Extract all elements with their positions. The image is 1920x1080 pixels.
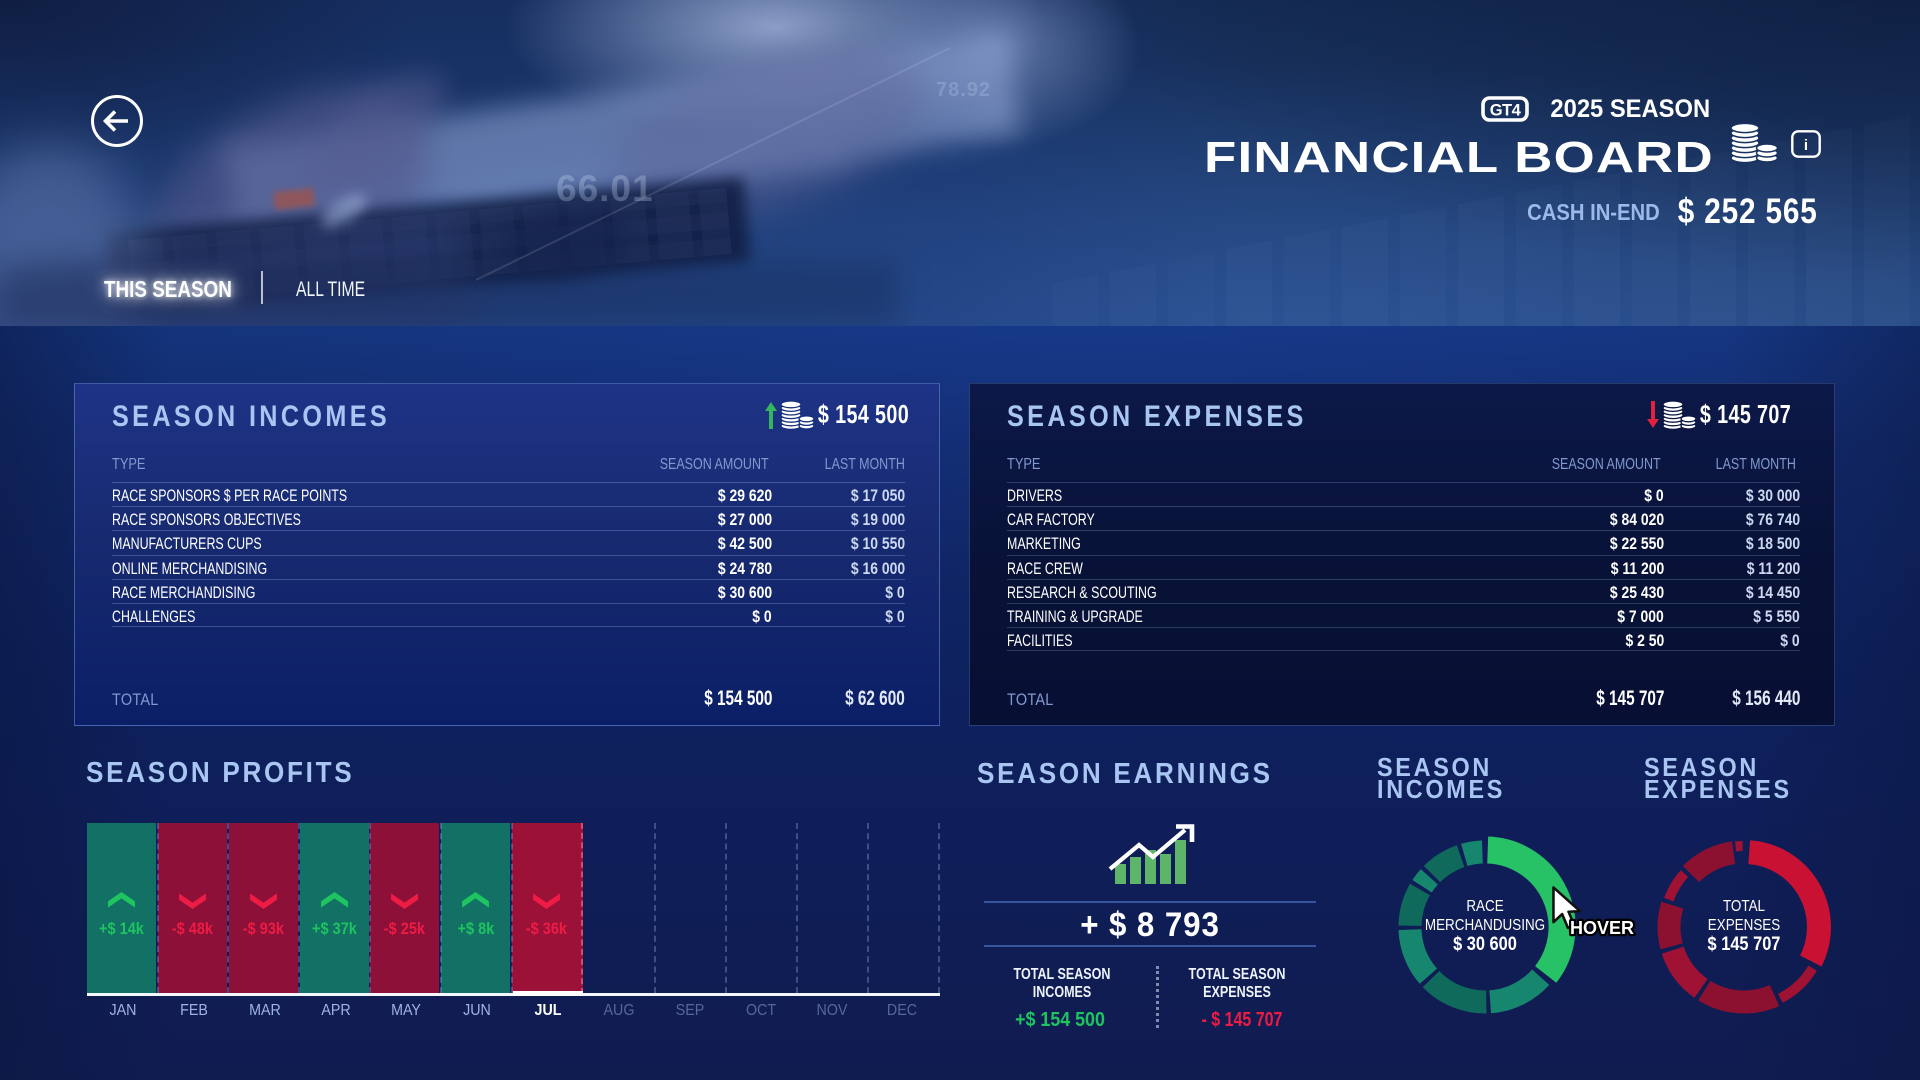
svg-text:i: i — [1804, 137, 1808, 154]
svg-text:GT4: GT4 — [1490, 101, 1522, 119]
svg-text:HOVER: HOVER — [1570, 918, 1634, 938]
